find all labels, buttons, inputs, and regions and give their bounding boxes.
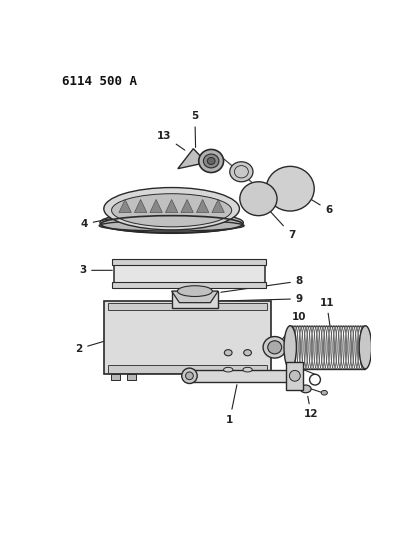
Polygon shape	[119, 199, 131, 213]
Ellipse shape	[224, 367, 233, 372]
Ellipse shape	[263, 336, 286, 358]
Ellipse shape	[100, 212, 243, 233]
Bar	[255, 374, 264, 381]
Text: 7: 7	[262, 203, 295, 240]
Text: 4: 4	[80, 217, 119, 229]
Bar	[104, 301, 271, 374]
Text: 8: 8	[221, 276, 303, 292]
Polygon shape	[197, 199, 209, 213]
Ellipse shape	[112, 193, 232, 227]
Polygon shape	[134, 199, 147, 213]
Bar	[190, 370, 298, 382]
Ellipse shape	[199, 149, 224, 173]
Ellipse shape	[244, 350, 251, 356]
Bar	[112, 259, 266, 265]
Bar	[108, 365, 267, 373]
Text: 11: 11	[319, 297, 334, 327]
Ellipse shape	[204, 154, 219, 168]
Text: 10: 10	[278, 311, 307, 345]
Ellipse shape	[207, 158, 215, 165]
Bar	[108, 303, 267, 310]
Text: 3: 3	[79, 265, 112, 276]
Text: 2: 2	[75, 338, 115, 354]
Ellipse shape	[240, 182, 277, 216]
Ellipse shape	[182, 368, 197, 384]
Bar	[112, 282, 266, 288]
Ellipse shape	[266, 166, 314, 211]
Polygon shape	[181, 199, 193, 213]
Bar	[111, 374, 120, 381]
Ellipse shape	[243, 367, 252, 372]
Polygon shape	[178, 149, 206, 168]
Ellipse shape	[359, 326, 372, 369]
Bar	[172, 291, 218, 308]
Ellipse shape	[300, 385, 311, 393]
Text: 6114 500 A: 6114 500 A	[62, 75, 137, 88]
Text: 12: 12	[304, 396, 318, 419]
Polygon shape	[172, 291, 218, 303]
Ellipse shape	[99, 220, 244, 231]
Text: 13: 13	[157, 131, 185, 150]
Bar	[239, 374, 248, 381]
Text: 1: 1	[226, 385, 237, 425]
Text: 5: 5	[191, 111, 199, 148]
Polygon shape	[212, 199, 224, 213]
Text: 10: 10	[201, 321, 228, 350]
Ellipse shape	[321, 391, 328, 395]
Polygon shape	[150, 199, 162, 213]
Ellipse shape	[185, 372, 193, 379]
Polygon shape	[166, 199, 178, 213]
Ellipse shape	[284, 326, 296, 369]
Ellipse shape	[178, 286, 212, 296]
Bar	[286, 362, 303, 390]
Ellipse shape	[230, 161, 253, 182]
Ellipse shape	[224, 350, 232, 356]
Ellipse shape	[289, 370, 300, 381]
Ellipse shape	[104, 188, 239, 230]
Bar	[126, 374, 136, 381]
Text: 6: 6	[303, 195, 332, 215]
Bar	[113, 263, 265, 284]
Ellipse shape	[268, 341, 282, 354]
Text: 9: 9	[221, 294, 303, 304]
